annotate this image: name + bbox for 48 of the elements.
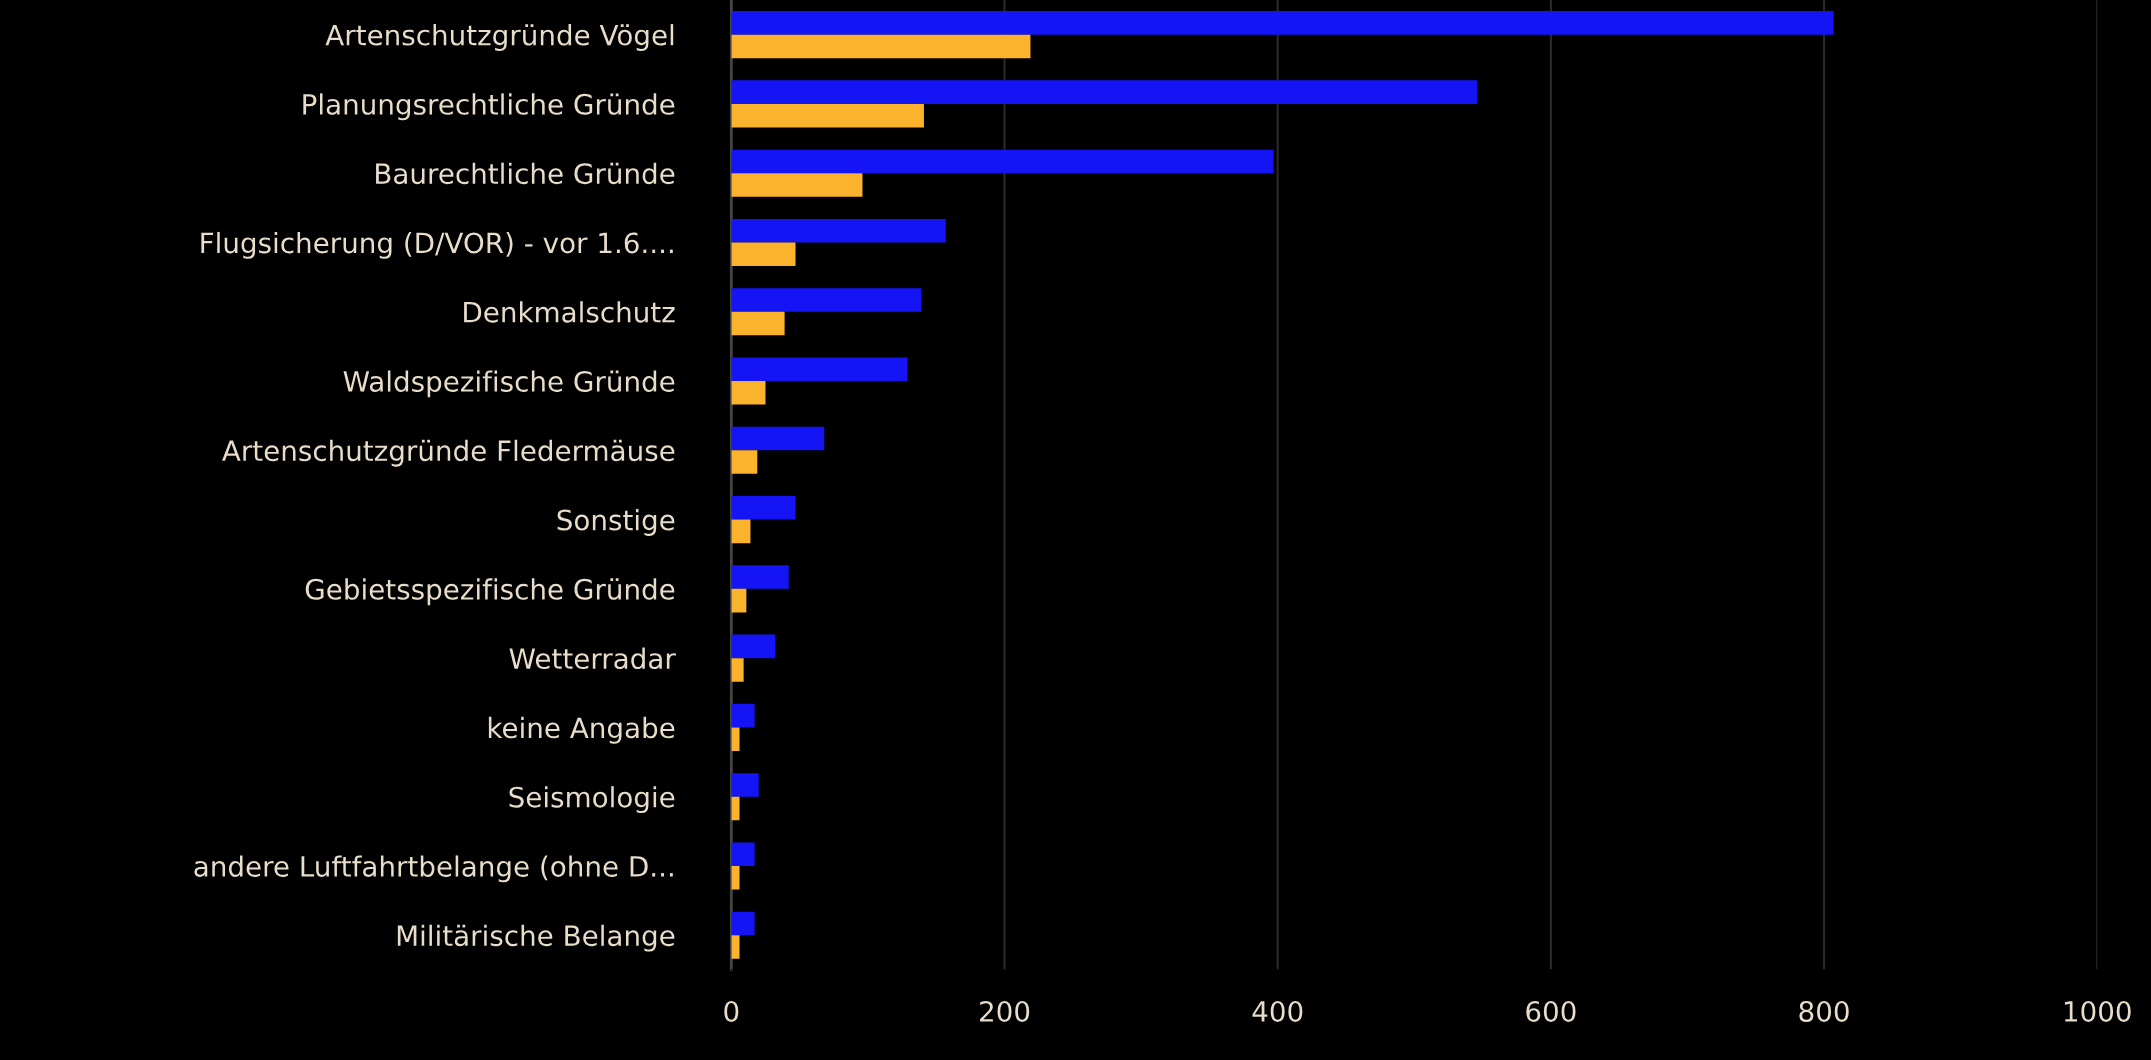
bar (731, 658, 744, 682)
bar (731, 311, 785, 336)
y-tick-label: Wetterradar (509, 647, 676, 670)
bar (731, 565, 789, 589)
bar (731, 911, 755, 936)
y-tick-label: Artenschutzgründe Fledermäuse (222, 439, 675, 467)
bar (731, 288, 922, 312)
x-tick-label: 400 (1252, 1000, 1303, 1022)
y-tick-label: Flugsicherung (D/VOR) - vor 1.6.... (201, 231, 673, 259)
y-tick-label: Militärische Belange (397, 924, 675, 952)
bar (731, 496, 796, 520)
bar (731, 381, 766, 405)
x-tick-label: 0 (724, 1000, 739, 1022)
y-tick-label: andere Luftfahrtbelange (ohne D... (194, 855, 673, 883)
y-tick-label: Gebietsspezifische Gründe (305, 578, 675, 606)
bar (731, 218, 946, 243)
bar (731, 80, 1478, 104)
bar (731, 173, 863, 197)
bar (731, 703, 755, 728)
bar (731, 34, 1031, 59)
bar (731, 773, 759, 797)
y-tick-label: Planungsrechtliche Gründe (303, 93, 675, 121)
bar (731, 634, 776, 659)
bar (731, 357, 908, 382)
y-tick-label: Sonstige (557, 509, 675, 536)
y-tick-label: Waldspezifische Gründe (343, 370, 675, 398)
bar (731, 588, 747, 613)
x-tick-label: 200 (980, 1000, 1030, 1022)
bar (731, 519, 751, 544)
y-tick-label: Baurechtliche Gründe (376, 162, 675, 185)
bar (731, 103, 924, 128)
y-tick-label: Artenschutzgründe Vögel (325, 24, 674, 51)
bar (731, 11, 1834, 35)
bar (731, 796, 740, 821)
bar (731, 935, 740, 959)
y-tick-label: keine Angabe (488, 716, 675, 744)
y-tick-label: Seismologie (509, 786, 675, 814)
bar (731, 426, 825, 451)
bar (731, 242, 796, 267)
bar (731, 865, 740, 890)
x-tick-label: 600 (1526, 1000, 1576, 1022)
bar (731, 450, 758, 474)
y-tick-label: Denkmalschutz (464, 301, 675, 323)
bar (731, 727, 740, 751)
x-tick-label: 1000 (2064, 1000, 2131, 1022)
bar (731, 842, 755, 866)
x-tick-label: 800 (1799, 1000, 1849, 1022)
bar (731, 149, 1274, 174)
